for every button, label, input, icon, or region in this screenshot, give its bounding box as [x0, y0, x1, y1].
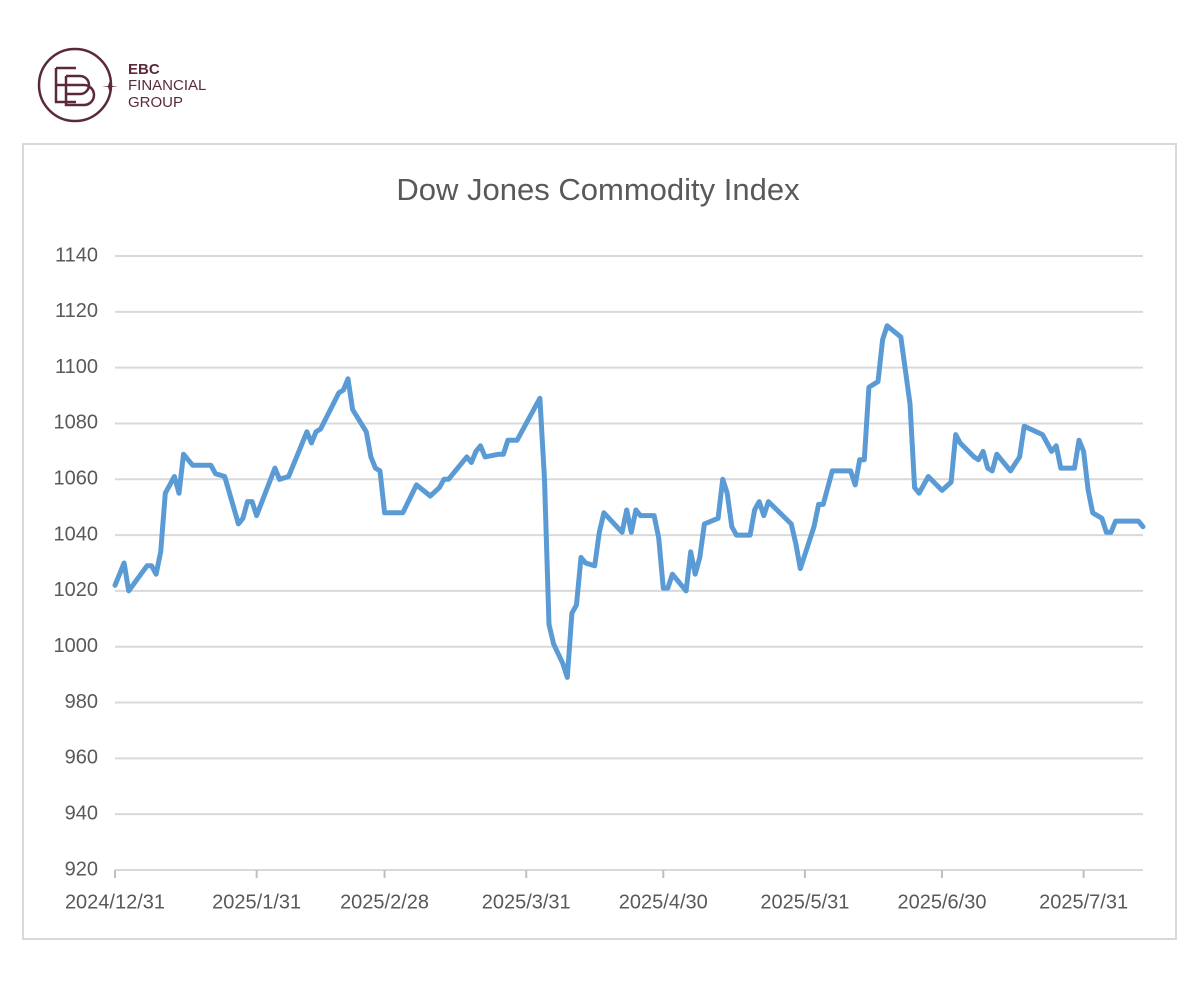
x-tick-label: 2025/7/31	[1039, 891, 1128, 913]
x-tick-label: 2025/4/30	[619, 891, 708, 913]
y-tick-label: 940	[65, 802, 98, 824]
y-tick-label: 1060	[54, 468, 99, 490]
y-tick-label: 960	[65, 747, 98, 769]
logo	[37, 47, 118, 123]
y-tick-label: 920	[65, 858, 98, 880]
logo-text: FINANCIAL	[128, 77, 206, 94]
y-tick-label: 980	[65, 691, 98, 713]
chart-title: Dow Jones Commodity Index	[396, 172, 800, 207]
logo-text: EBC	[128, 61, 160, 78]
logo-star	[102, 80, 118, 93]
y-tick-label: 1120	[55, 300, 98, 322]
x-tick-label: 2025/1/31	[212, 891, 301, 913]
data-line	[112, 323, 1146, 680]
y-tick-label: 1100	[55, 356, 98, 378]
y-tick-label: 1040	[54, 523, 99, 545]
logo-mark	[54, 66, 96, 107]
logo-text: GROUP	[128, 94, 183, 111]
y-tick-label: 1000	[54, 635, 99, 657]
x-tick-label: 2025/3/31	[482, 891, 571, 913]
x-tick-label: 2025/5/31	[760, 891, 849, 913]
y-tick-label: 1080	[54, 412, 99, 434]
x-tick-label: 2024/12/31	[65, 891, 165, 913]
y-tick-label: 1140	[55, 244, 98, 266]
chart-frame	[22, 143, 1177, 940]
x-tick-label: 2025/2/28	[340, 891, 429, 913]
x-tick-label: 2025/6/30	[897, 891, 986, 913]
y-tick-label: 1020	[54, 579, 99, 601]
